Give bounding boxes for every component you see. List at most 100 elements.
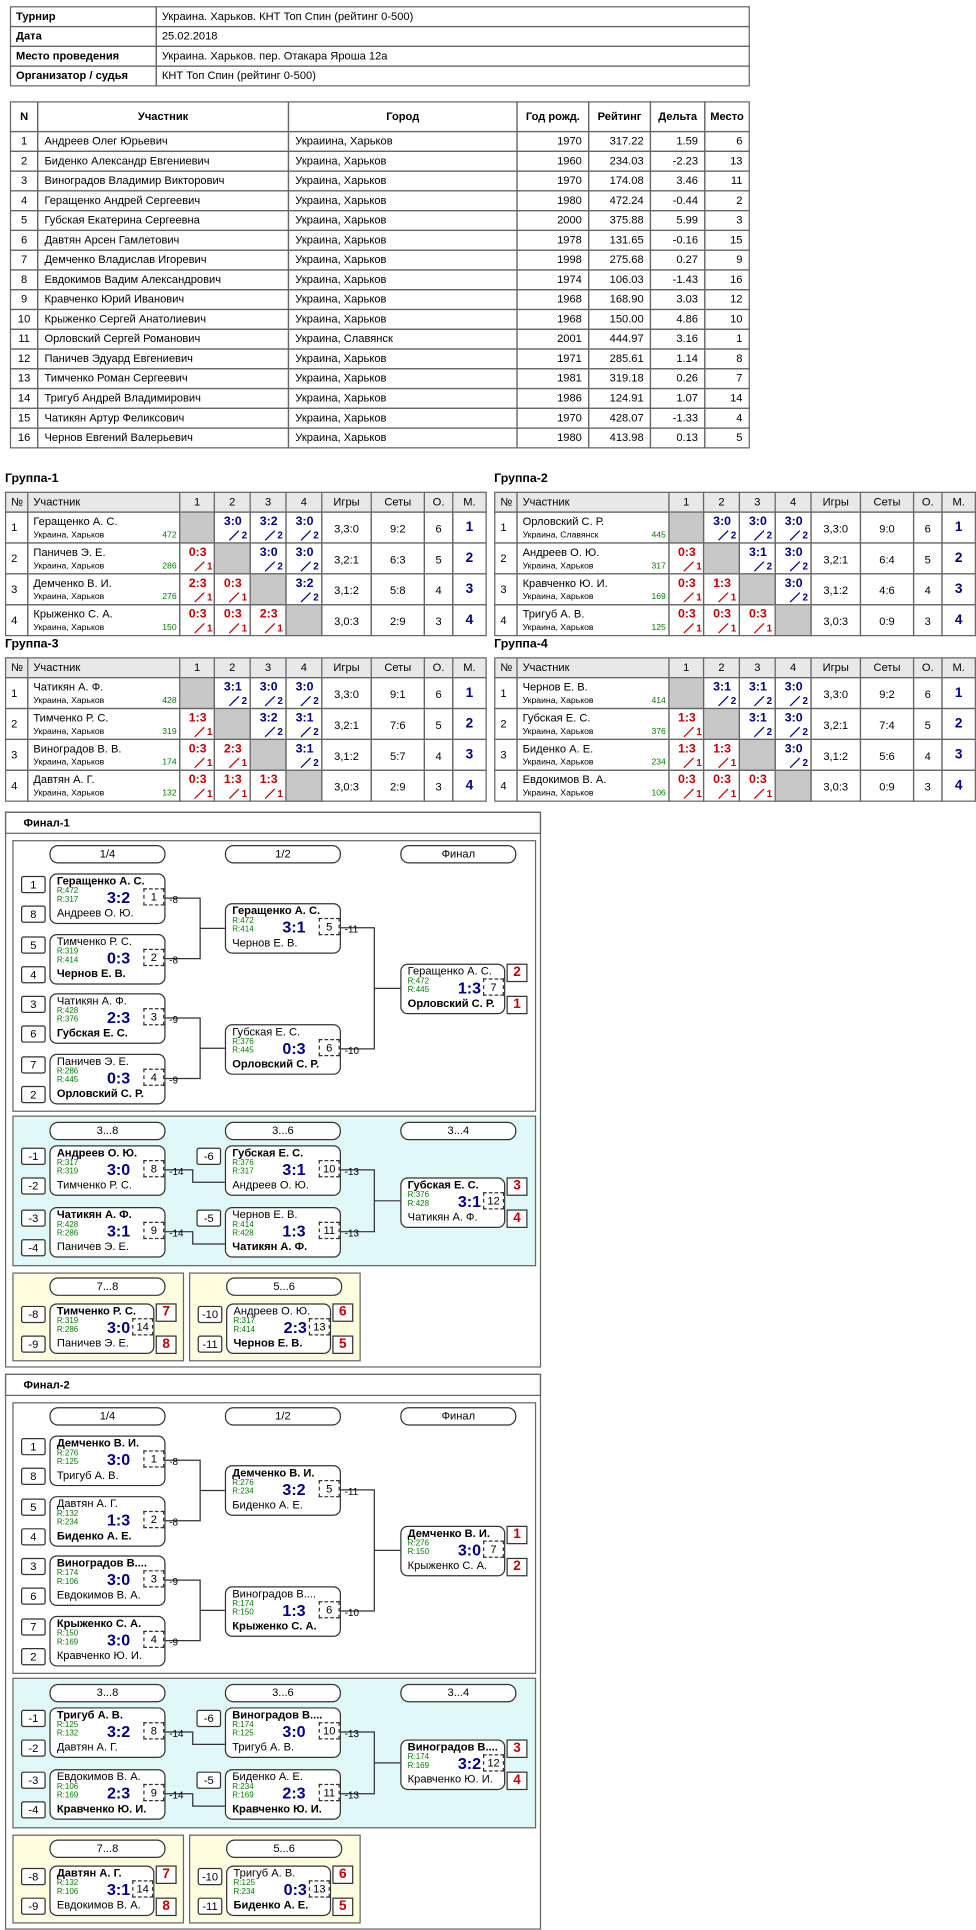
rating-2: R:445: [56, 1076, 79, 1085]
match-score: 3:0: [713, 515, 732, 529]
match-score: 3:0: [784, 546, 803, 560]
round-header: 3...6: [224, 1683, 341, 1703]
player-1: Геращенко А. С.: [56, 874, 145, 888]
player-1: Виноградов В....: [232, 1587, 317, 1600]
player-name: Евдокимов В. А.: [522, 773, 607, 786]
match-score: 3:2: [295, 576, 314, 591]
player-rating: 125: [651, 623, 666, 633]
seed: 7: [21, 1056, 46, 1074]
points: 6: [435, 522, 442, 535]
player-2: Давтян А. Г.: [56, 1740, 118, 1754]
seed: 3: [21, 995, 46, 1014]
sets: 9:1: [390, 688, 406, 701]
rating-1: R:234: [232, 1782, 254, 1792]
game-number: 8: [143, 1160, 165, 1178]
place: 1: [465, 520, 474, 535]
player-1: Демченко В. И.: [407, 1526, 490, 1540]
match-score: 3:0: [784, 576, 803, 591]
match-score: 3:2: [106, 888, 131, 907]
games: 3,1:2: [334, 584, 359, 597]
row-num: 4: [500, 613, 507, 627]
match-score: 0:3: [188, 546, 207, 560]
player-1: Тригуб А. В.: [56, 1708, 123, 1721]
match-points: 2: [241, 695, 248, 707]
rating-1: R:319: [56, 947, 79, 957]
next-label: -11: [344, 924, 359, 936]
points: 5: [924, 553, 931, 566]
match-points: 2: [802, 726, 808, 738]
rating-2: R:106: [56, 1577, 79, 1587]
seed: -3: [21, 1771, 46, 1789]
match-score: 0:3: [677, 773, 696, 787]
games: 3,1:2: [334, 749, 359, 763]
row-num: 1: [500, 521, 507, 534]
rating-1: R:106: [56, 1782, 79, 1792]
sets: 0:9: [879, 780, 895, 794]
sets: 2:9: [390, 780, 406, 794]
sets: 9:2: [390, 522, 406, 535]
player-2: Андреев О. Ю.: [232, 1178, 310, 1191]
player-2: Чернов Е. В.: [233, 1336, 303, 1350]
game-number: 14: [132, 1318, 154, 1336]
next-label: -13: [344, 1166, 359, 1178]
match-score: 0:3: [223, 607, 242, 622]
rating-2: R:428: [407, 1199, 430, 1209]
rating-1: R:286: [56, 1067, 79, 1077]
match-score: 3:2: [106, 1722, 131, 1741]
match-points: 2: [313, 695, 319, 707]
player-1: Давтян А. Г.: [56, 1497, 118, 1510]
player-city: Украина, Харьков: [33, 696, 105, 706]
row-num: 2: [11, 717, 18, 731]
seed: 1: [21, 1438, 46, 1456]
player-rating: 319: [162, 727, 177, 737]
sets: 7:4: [879, 719, 895, 732]
final-place: 6: [332, 1303, 354, 1322]
seed: -9: [21, 1335, 46, 1353]
match-score: 2:3: [223, 742, 242, 757]
player-1: Биденко А. Е.: [232, 1770, 303, 1783]
group-cell: [702, 542, 741, 575]
player-name: Давтян А. Г.: [33, 773, 95, 786]
final-place: 3: [506, 1177, 528, 1196]
rating-1: R:414: [232, 1220, 254, 1230]
rating-2: R:317: [232, 1167, 254, 1177]
seed: -5: [196, 1209, 222, 1227]
game-number: 13: [308, 1318, 330, 1336]
match-score: 2:3: [188, 576, 207, 591]
final-place: 1: [506, 1525, 528, 1545]
player-rating: 286: [162, 562, 177, 571]
match-score: 3:1: [295, 742, 314, 757]
group-title: Группа-4: [494, 637, 548, 652]
match-points: 1: [696, 726, 702, 738]
player-rating: 317: [651, 562, 666, 571]
row-num: 3: [11, 748, 18, 762]
final-place: 5: [332, 1897, 354, 1917]
player-1: Виноградов В....: [407, 1740, 498, 1754]
round-header: 7...8: [49, 1277, 166, 1296]
sets: 4:6: [879, 584, 895, 597]
connector-line: [165, 1231, 225, 1245]
match-score: 0:3: [748, 607, 767, 622]
player-2: Кравченко Ю. И.: [56, 1649, 142, 1662]
sets: 5:7: [390, 749, 406, 763]
rating-1: R:132: [56, 1879, 79, 1888]
player-city: Украина, Славянск: [522, 531, 599, 540]
player-name: Чернов Е. В.: [522, 680, 588, 694]
player-1: Чатикян А. Ф.: [56, 1208, 132, 1221]
seed: -4: [21, 1801, 46, 1819]
match-score: 2:3: [259, 607, 278, 622]
match-score: 0:3: [677, 576, 696, 591]
match-points: 2: [730, 529, 737, 542]
match-points: 2: [277, 560, 283, 572]
group-header: М.: [452, 491, 487, 513]
player-city: Украина, Харьков: [33, 562, 105, 571]
player-2: Крыженко С. А.: [407, 1559, 488, 1572]
match-score: 3:0: [106, 1160, 131, 1179]
match-score: 0:3: [106, 948, 131, 968]
seed: -3: [21, 1209, 46, 1227]
round-header: 3...6: [224, 1121, 341, 1141]
match-score: 0:3: [677, 546, 696, 560]
player-2: Кравченко Ю. И.: [407, 1772, 493, 1786]
match-score: 2:3: [106, 1783, 131, 1803]
